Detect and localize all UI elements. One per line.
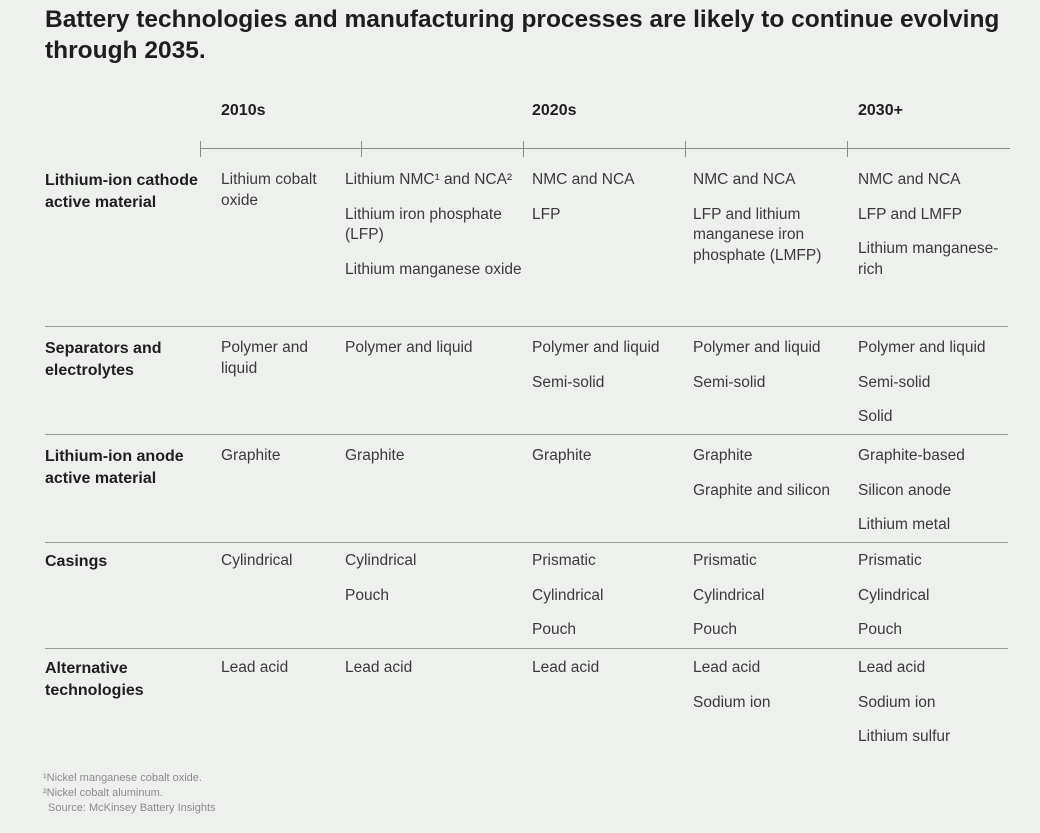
- table-cell: Polymer and liquid: [345, 338, 525, 373]
- cell-item: Graphite: [693, 447, 753, 464]
- cell-item: Lithium sulfur: [858, 728, 951, 745]
- footnote-2: ²Nickel cobalt aluminum.: [43, 787, 163, 799]
- cell-item: Lead acid: [858, 659, 926, 676]
- cell-item: Pouch: [532, 621, 576, 638]
- cell-item: NMC and NCA: [532, 171, 635, 188]
- cell-item: Lithium manganese-rich: [858, 240, 999, 278]
- row-label: Casings: [45, 553, 108, 570]
- cell-item: Pouch: [858, 621, 902, 638]
- cell-item: Pouch: [693, 621, 737, 638]
- cell-item: LFP and lithium manganese iron phosphate…: [693, 205, 822, 264]
- cell-item: Polymer and liquid: [858, 339, 986, 356]
- cell-item: Cylindrical: [858, 586, 930, 604]
- table-row: Lithium-ion anode active material Graphit…: [45, 434, 1008, 533]
- table-cell: Lead acid: [221, 658, 341, 693]
- table-cell: Polymer and liquid Semi-solid: [693, 338, 853, 407]
- timeline-tick: [685, 141, 686, 157]
- timeline-tick: [361, 141, 362, 157]
- cell-item: NMC and NCA: [693, 171, 796, 188]
- cell-item: Graphite: [532, 447, 592, 464]
- table-cell: Lithium NMC¹ and NCA² Lithium iron phosph…: [345, 170, 525, 294]
- cell-item: Polymer and liquid: [532, 339, 660, 356]
- cell-item: Prismatic: [693, 552, 757, 569]
- cell-item: Polymer and liquid: [345, 339, 473, 356]
- cell-item: Cylindrical: [532, 586, 604, 604]
- table-cell: Cylindrical: [221, 551, 341, 586]
- cell-item: Graphite-based: [858, 447, 965, 464]
- table-row: Separators and electrolytes Polymer and l…: [45, 326, 1008, 425]
- table-cell: Polymer and liquid: [221, 338, 341, 393]
- row-label: Alternative technologies: [45, 660, 144, 699]
- cell-item: Sodium ion: [858, 693, 936, 711]
- table-cell: NMC and NCA LFP: [532, 170, 687, 239]
- cell-item: NMC and NCA: [858, 171, 961, 188]
- cell-item: Cylindrical: [221, 552, 293, 569]
- cell-item: Graphite: [345, 447, 405, 464]
- row-label: Lithium-ion cathode active material: [45, 172, 198, 211]
- source-note: Source: McKinsey Battery Insights: [48, 802, 216, 814]
- row-label: Separators and electrolytes: [45, 340, 162, 379]
- cell-item: Lead acid: [693, 659, 761, 676]
- timeline-axis: [200, 148, 1010, 149]
- table-cell: Graphite Graphite and silicon: [693, 446, 853, 515]
- table-cell: Polymer and liquid Semi-solid Solid: [858, 338, 1008, 442]
- table-cell: NMC and NCA LFP and LMFP Lithium manganese…: [858, 170, 1008, 294]
- table-row: Alternative technologies Lead acid Lead ac…: [45, 648, 1008, 745]
- cell-item: Cylindrical: [693, 586, 765, 604]
- cell-item: Lithium manganese oxide: [345, 260, 522, 278]
- cell-item: Cylindrical: [345, 552, 417, 569]
- table-row: Casings Cylindrical Cylindrical Pouch Prisma…: [45, 542, 1008, 638]
- table-cell: Cylindrical Pouch: [345, 551, 525, 620]
- table-cell: Graphite-based Silicon anode Lithium metal: [858, 446, 1008, 550]
- table-cell: Lead acid: [345, 658, 525, 693]
- cell-item: Polymer and liquid: [221, 339, 309, 377]
- era-2010s: 2010s: [221, 102, 266, 119]
- cell-item: Sodium ion: [693, 693, 771, 711]
- era-2020s: 2020s: [532, 102, 577, 119]
- cell-item: LFP: [532, 205, 561, 223]
- era-2030s: 2030+: [858, 102, 903, 119]
- cell-item: Polymer and liquid: [693, 339, 821, 356]
- cell-item: Lithium NMC¹ and NCA²: [345, 171, 513, 188]
- table-cell: Graphite: [221, 446, 341, 481]
- timeline-tick: [523, 141, 524, 157]
- cell-item: Semi-solid: [532, 373, 605, 391]
- cell-item: Solid: [858, 408, 893, 425]
- cell-item: LFP and LMFP: [858, 205, 962, 223]
- table-cell: Prismatic Cylindrical Pouch: [693, 551, 853, 655]
- row-label: Lithium-ion anode active material: [45, 448, 184, 487]
- cell-item: Graphite: [221, 447, 281, 464]
- table-cell: Prismatic Cylindrical Pouch: [858, 551, 1008, 655]
- cell-item: Lead acid: [221, 659, 289, 676]
- cell-item: Lead acid: [345, 659, 413, 676]
- cell-item: Prismatic: [532, 552, 596, 569]
- table-cell: Lead acid: [532, 658, 687, 693]
- table-cell: Lithium cobalt oxide: [221, 170, 341, 225]
- table-cell: Graphite: [345, 446, 525, 481]
- cell-item: Prismatic: [858, 552, 922, 569]
- cell-item: Semi-solid: [693, 373, 766, 391]
- cell-item: Pouch: [345, 586, 389, 604]
- footnotes: ¹Nickel manganese cobalt oxide. ²Nickel …: [43, 771, 216, 816]
- cell-item: Lithium metal: [858, 516, 951, 533]
- footnote-1: ¹Nickel manganese cobalt oxide.: [43, 772, 202, 784]
- cell-item: Lithium cobalt oxide: [221, 171, 317, 209]
- table-cell: Prismatic Cylindrical Pouch: [532, 551, 687, 655]
- cell-item: Silicon anode: [858, 481, 952, 499]
- table-cell: NMC and NCA LFP and lithium manganese iro…: [693, 170, 853, 280]
- table-cell: Lead acid Sodium ion: [693, 658, 853, 727]
- cell-item: Semi-solid: [858, 373, 931, 391]
- table-cell: Polymer and liquid Semi-solid: [532, 338, 687, 407]
- cell-item: Lead acid: [532, 659, 600, 676]
- cell-item: Lithium iron phosphate (LFP): [345, 205, 502, 244]
- timeline-tick: [200, 141, 201, 157]
- timeline-tick: [847, 141, 848, 157]
- table-cell: Lead acid Sodium ion Lithium sulfur: [858, 658, 1008, 762]
- page-title: Battery technologies and manufacturing p…: [45, 6, 1000, 64]
- table-cell: Graphite: [532, 446, 687, 481]
- cell-item: Graphite and silicon: [693, 481, 830, 499]
